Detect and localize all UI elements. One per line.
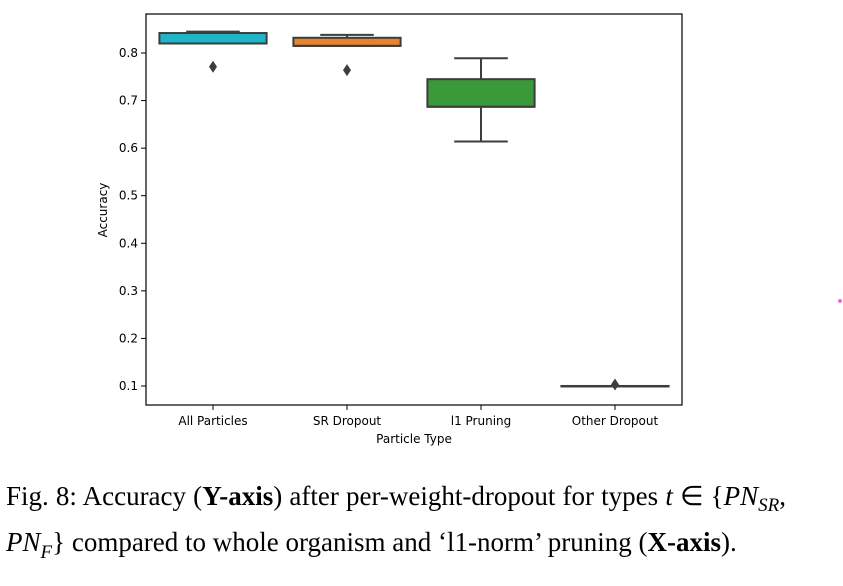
- y-tick-label: 0.2: [119, 331, 138, 345]
- outlier-point: [611, 378, 619, 391]
- stray-dot: [838, 299, 842, 303]
- plot-frame: [145, 13, 683, 406]
- y-tick-label: 0.7: [119, 94, 138, 108]
- x-tick-label: SR Dropout: [313, 414, 382, 428]
- x-tick-label: All Particles: [178, 414, 247, 428]
- box-plot: 0.1 0.2 0.3 0.4 0.5 0.6 0.7 0.8 All Particles SR…: [96, 13, 683, 446]
- box-all-particles: [158, 32, 268, 45]
- x-tick-label: l1 Pruning: [451, 414, 512, 428]
- y-tick-label: 0.8: [119, 46, 138, 60]
- y-tick-label: 0.3: [119, 284, 138, 298]
- y-axis-label: Accuracy: [96, 183, 110, 238]
- outlier-point: [343, 64, 351, 77]
- y-tick-label: 0.6: [119, 141, 138, 155]
- x-axis-label: Particle Type: [376, 432, 452, 446]
- y-tick-label: 0.5: [119, 189, 138, 203]
- y-tick-label: 0.1: [119, 379, 138, 393]
- box-l1-pruning: [426, 78, 536, 108]
- y-tick-label: 0.4: [119, 236, 138, 250]
- box-sr-dropout: [292, 36, 402, 47]
- x-tick-label: Other Dropout: [572, 414, 659, 428]
- figure-caption: Fig. 8: Accuracy (Y-axis) after per-weig…: [6, 481, 786, 563]
- outlier-point: [209, 60, 217, 73]
